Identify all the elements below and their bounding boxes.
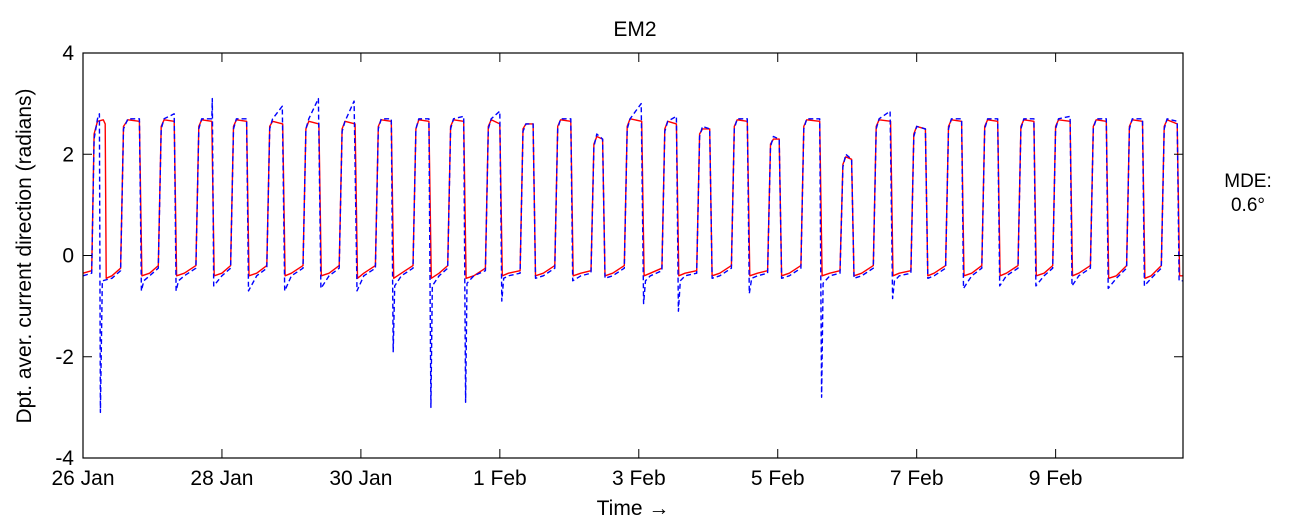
chart-title: EM2 <box>613 18 656 41</box>
y-tick-label: 4 <box>62 42 74 65</box>
y-tick-label: 2 <box>62 143 74 166</box>
y-tick-label: 0 <box>62 245 74 268</box>
y-tick-label: -4 <box>55 447 74 470</box>
y-axis: -4 -2 0 2 4 <box>55 42 1183 470</box>
x-tick-label: 9 Feb <box>1029 467 1083 490</box>
series-line-2 <box>82 97 1183 414</box>
series-line-1 <box>82 118 1183 279</box>
mde-label: MDE: <box>1224 171 1272 192</box>
x-tick-label: 3 Feb <box>612 467 666 490</box>
x-axis: 26 Jan 28 Jan 30 Jan 1 Feb 3 Feb 5 Feb 7 Feb 9 … <box>51 53 1082 490</box>
x-tick-label: 7 Feb <box>890 467 944 490</box>
y-tick-label: -2 <box>55 346 74 369</box>
mde-value: 0.6° <box>1230 195 1265 216</box>
x-tick-label: 26 Jan <box>51 467 114 490</box>
x-tick-label: 28 Jan <box>190 467 253 490</box>
y-axis-label: Dpt. aver. current direction (radians) <box>13 89 36 424</box>
series-layer <box>82 97 1183 414</box>
mde-annotation: MDE: 0.6° <box>1212 170 1284 218</box>
x-tick-label: 5 Feb <box>751 467 805 490</box>
x-tick-label: 30 Jan <box>329 467 392 490</box>
x-axis-label: Time → <box>597 497 670 520</box>
x-tick-label: 1 Feb <box>473 467 527 490</box>
